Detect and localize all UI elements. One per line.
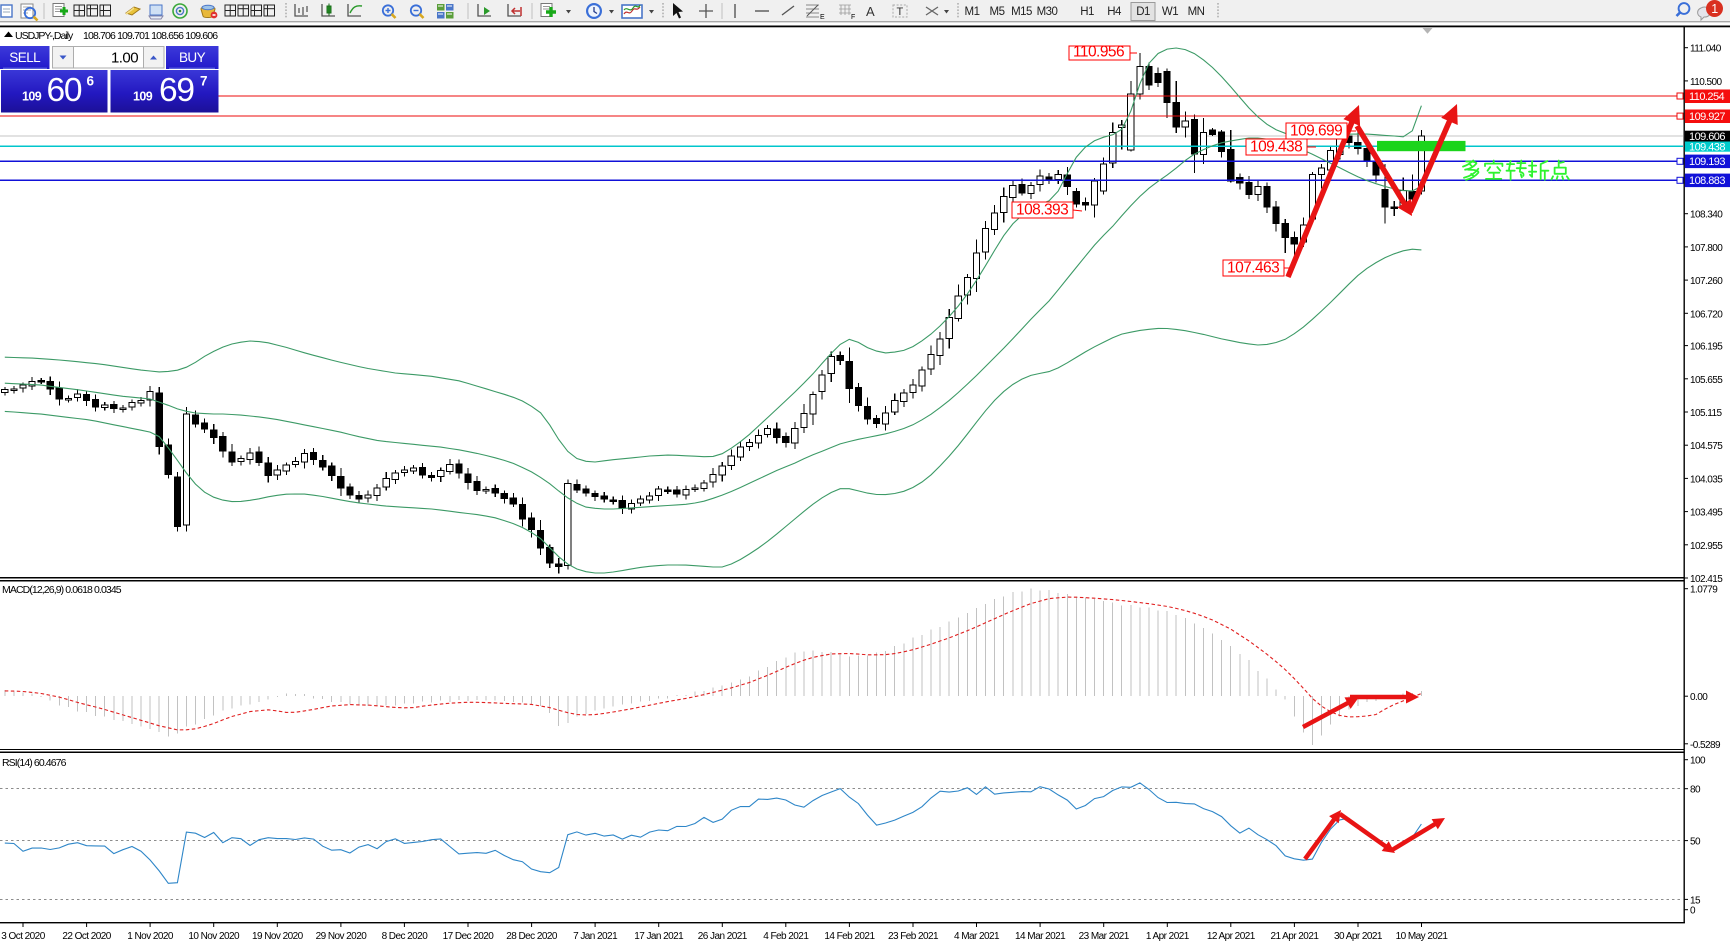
svg-text:109.438: 109.438: [1250, 139, 1302, 156]
svg-text:109.193: 109.193: [1689, 156, 1725, 168]
svg-text:23 Feb 2021: 23 Feb 2021: [888, 931, 939, 942]
svg-text:0: 0: [1690, 906, 1696, 917]
svg-text:10 Nov 2020: 10 Nov 2020: [188, 931, 240, 942]
svg-text:M5: M5: [990, 6, 1005, 18]
svg-text:69: 69: [159, 72, 194, 109]
svg-text:104.575: 104.575: [1690, 441, 1723, 452]
svg-text:MN: MN: [1188, 6, 1205, 18]
svg-text:108.706 109.701 108.656 109.60: 108.706 109.701 108.656 109.606: [83, 30, 218, 42]
svg-text:109: 109: [22, 90, 42, 104]
svg-text:109: 109: [133, 90, 153, 104]
svg-text:28 Dec 2020: 28 Dec 2020: [506, 931, 558, 942]
svg-text:108.393: 108.393: [1016, 202, 1068, 219]
svg-text:102.415: 102.415: [1690, 574, 1723, 585]
svg-text:108.340: 108.340: [1690, 210, 1723, 221]
svg-text:1 Apr 2021: 1 Apr 2021: [1146, 931, 1190, 942]
svg-text:109.699: 109.699: [1290, 123, 1342, 140]
svg-text:7 Jan 2021: 7 Jan 2021: [573, 931, 618, 942]
svg-text:14 Feb 2021: 14 Feb 2021: [824, 931, 875, 942]
svg-text:107.260: 107.260: [1690, 276, 1723, 287]
svg-text:1: 1: [1711, 2, 1718, 16]
svg-text:105.655: 105.655: [1690, 375, 1723, 386]
svg-text:M15: M15: [1011, 6, 1032, 18]
svg-text:BUY: BUY: [179, 50, 206, 65]
svg-text:-0.5289: -0.5289: [1690, 740, 1721, 751]
svg-text:F: F: [851, 14, 855, 21]
svg-text:3 Oct 2020: 3 Oct 2020: [1, 931, 45, 942]
svg-text:30 Apr 2021: 30 Apr 2021: [1334, 931, 1383, 942]
svg-text:22 Oct 2020: 22 Oct 2020: [62, 931, 111, 942]
svg-text:4 Feb 2021: 4 Feb 2021: [763, 931, 809, 942]
svg-text:1.00: 1.00: [111, 50, 138, 67]
svg-text:50: 50: [1690, 837, 1701, 848]
svg-text:110.956: 110.956: [1073, 44, 1124, 61]
svg-text:26 Jan 2021: 26 Jan 2021: [698, 931, 748, 942]
svg-text:RSI(14) 60.4676: RSI(14) 60.4676: [2, 757, 67, 769]
svg-text:111.040: 111.040: [1690, 44, 1722, 55]
svg-text:4 Mar 2021: 4 Mar 2021: [954, 931, 1000, 942]
svg-text:106.195: 106.195: [1690, 342, 1723, 353]
svg-text:60: 60: [47, 72, 82, 109]
svg-text:1.0779: 1.0779: [1690, 585, 1718, 596]
svg-text:E: E: [820, 14, 825, 21]
svg-text:108.883: 108.883: [1689, 175, 1725, 187]
svg-text:109.606: 109.606: [1689, 131, 1725, 143]
svg-text:T: T: [897, 6, 904, 18]
svg-text:M30: M30: [1037, 6, 1058, 18]
svg-text:102.955: 102.955: [1690, 541, 1723, 552]
svg-text:1 Nov 2020: 1 Nov 2020: [127, 931, 174, 942]
svg-text:19 Nov 2020: 19 Nov 2020: [252, 931, 304, 942]
svg-text:USDJPY-,Daily: USDJPY-,Daily: [15, 30, 74, 42]
svg-text:110.254: 110.254: [1689, 91, 1725, 103]
svg-text:21 Apr 2021: 21 Apr 2021: [1270, 931, 1319, 942]
svg-text:SELL: SELL: [9, 50, 41, 65]
svg-text:110.500: 110.500: [1690, 77, 1723, 88]
svg-text:105.115: 105.115: [1690, 408, 1723, 419]
svg-text:107.800: 107.800: [1690, 243, 1723, 254]
svg-text:107.463: 107.463: [1227, 260, 1279, 277]
svg-text:80: 80: [1690, 785, 1701, 796]
svg-text:103.495: 103.495: [1690, 508, 1723, 519]
svg-text:MACD(12,26,9) 0.0618 0.0345: MACD(12,26,9) 0.0618 0.0345: [2, 584, 122, 596]
svg-text:D1: D1: [1136, 6, 1150, 18]
svg-text:10 May 2021: 10 May 2021: [1396, 931, 1449, 942]
svg-text:100: 100: [1690, 756, 1706, 767]
svg-text:109.927: 109.927: [1689, 111, 1725, 123]
svg-text:0.00: 0.00: [1690, 692, 1708, 703]
svg-text:106.720: 106.720: [1690, 309, 1723, 320]
svg-text:6: 6: [87, 74, 95, 89]
svg-text:17 Jan 2021: 17 Jan 2021: [634, 931, 684, 942]
svg-text:14 Mar 2021: 14 Mar 2021: [1015, 931, 1066, 942]
svg-text:M1: M1: [965, 6, 980, 18]
svg-text:15: 15: [1690, 895, 1701, 906]
svg-text:H4: H4: [1107, 6, 1122, 18]
svg-text:109.438: 109.438: [1689, 142, 1725, 154]
svg-text:A: A: [866, 4, 875, 19]
svg-text:29 Nov 2020: 29 Nov 2020: [316, 931, 368, 942]
svg-text:7: 7: [200, 74, 207, 89]
svg-text:104.035: 104.035: [1690, 474, 1723, 485]
svg-text:W1: W1: [1162, 6, 1178, 18]
svg-text:23 Mar 2021: 23 Mar 2021: [1079, 931, 1130, 942]
svg-text:H1: H1: [1080, 6, 1094, 18]
svg-text:12 Apr 2021: 12 Apr 2021: [1207, 931, 1256, 942]
svg-text:17 Dec 2020: 17 Dec 2020: [443, 931, 495, 942]
svg-text:8 Dec 2020: 8 Dec 2020: [382, 931, 429, 942]
